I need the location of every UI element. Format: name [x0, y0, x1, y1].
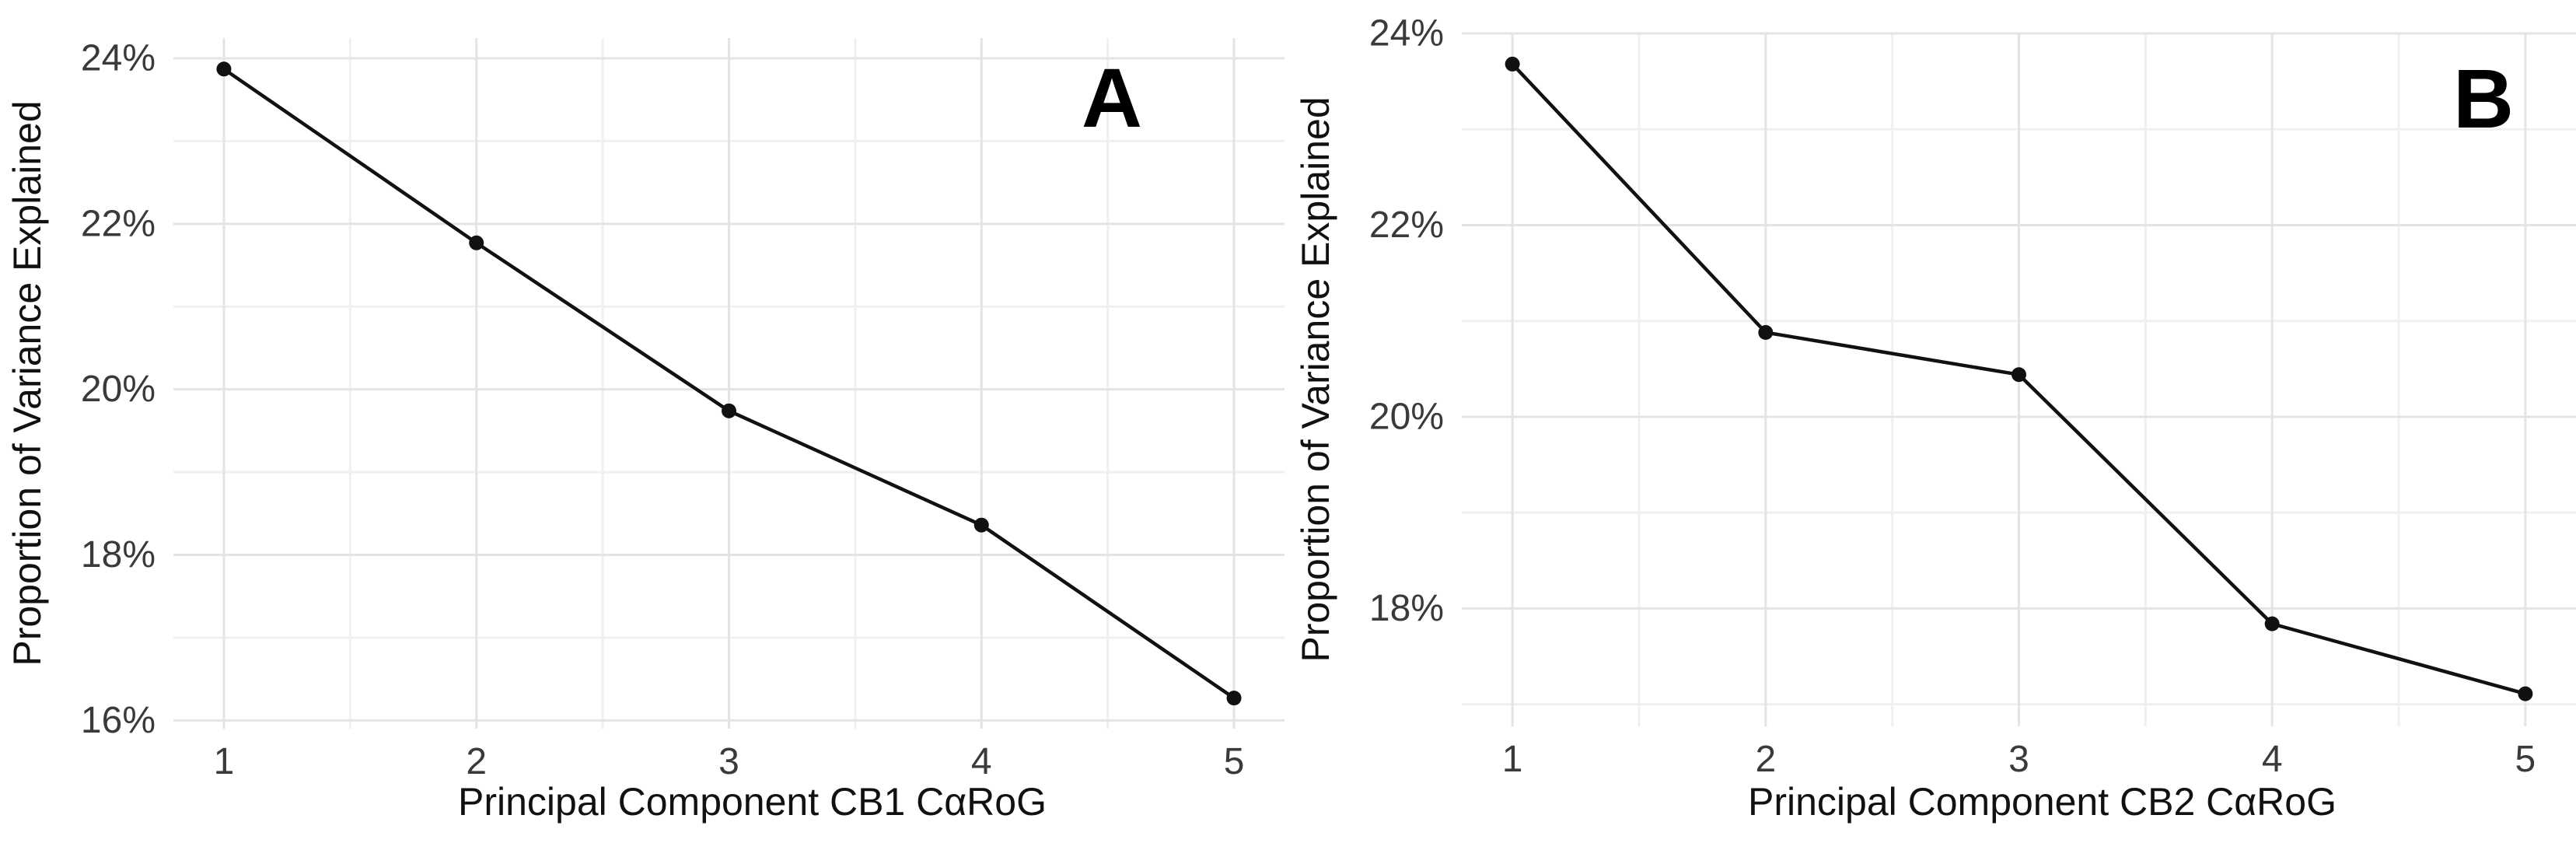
x-axis-title: Principal Component CB2 CαRoG [1748, 780, 2337, 824]
data-point [469, 235, 484, 250]
data-point [2264, 616, 2280, 631]
panel-b: 18% 20% 22% 24% 1 2 3 4 5 Principal Component CB2… [1288, 0, 2576, 843]
x-tick-label: 1 [214, 741, 235, 782]
scree-plot-a-svg: 16% 18% 20% 22% 24% 1 2 3 4 5 Principal Component … [5, 37, 1285, 824]
panel-a: 16% 18% 20% 22% 24% 1 2 3 4 5 Principal Component … [5, 37, 1285, 824]
scree-plot-b-svg: 18% 20% 22% 24% 1 2 3 4 5 Principal Component CB2… [1294, 12, 2576, 824]
y-tick-label: 20% [81, 369, 156, 410]
y-axis-title: Proportion of Variance Explained [5, 100, 49, 666]
x-tick-label: 1 [1502, 739, 1523, 780]
x-tick-label: 2 [1755, 739, 1776, 780]
x-tick-label: 3 [718, 741, 739, 782]
data-point [722, 403, 736, 418]
y-axis-title: Proportion of Variance Explained [1294, 96, 1337, 662]
x-tick-label: 4 [2262, 739, 2283, 780]
y-tick-label: 18% [1369, 588, 1444, 629]
data-point [1226, 691, 1242, 706]
y-tick-label: 22% [1369, 205, 1444, 246]
y-tick-label: 20% [1369, 396, 1444, 437]
y-tick-label: 22% [81, 203, 156, 244]
y-tick-label: 24% [81, 37, 156, 79]
data-point [2012, 367, 2026, 383]
x-tick-label: 3 [2008, 739, 2029, 780]
data-point [973, 517, 989, 533]
x-tick-label: 5 [2515, 739, 2536, 780]
y-tick-label: 18% [81, 534, 156, 575]
data-point [2518, 686, 2533, 701]
data-point [1505, 56, 1520, 72]
x-tick-label: 2 [466, 741, 487, 782]
x-tick-label: 4 [971, 741, 992, 782]
panel-letter: A [1082, 51, 1142, 145]
panel-letter: B [2453, 51, 2514, 145]
y-tick-label: 16% [81, 700, 156, 741]
data-point [216, 61, 232, 77]
x-axis-title: Principal Component CB1 CαRoG [458, 780, 1047, 824]
data-point [1758, 324, 1774, 340]
x-tick-label: 5 [1224, 741, 1245, 782]
y-tick-label: 24% [1369, 12, 1444, 54]
